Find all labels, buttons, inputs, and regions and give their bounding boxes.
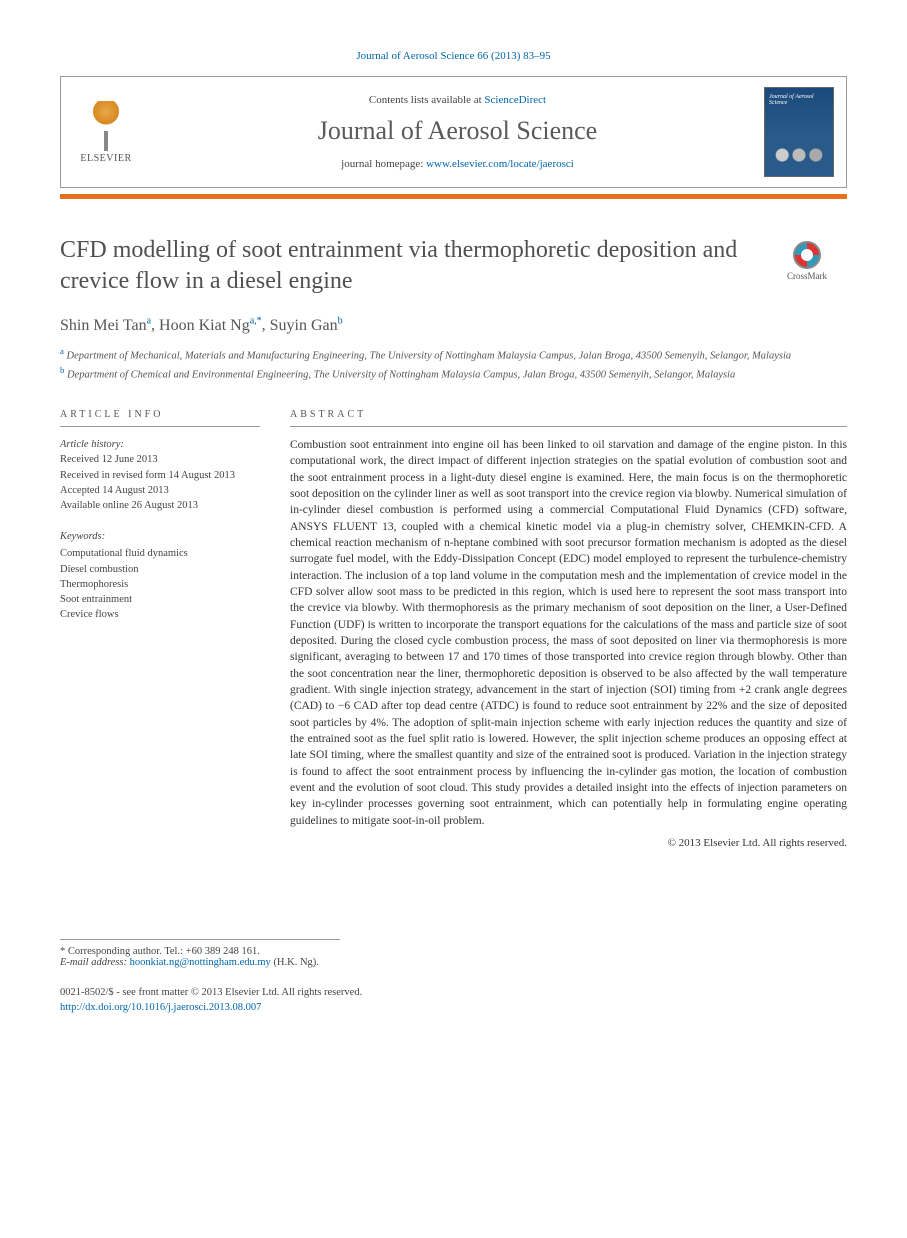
keyword: Crevice flows [60, 607, 260, 622]
publication-footer: 0021-8502/$ - see front matter © 2013 El… [60, 986, 847, 1015]
journal-name: Journal of Aerosol Science [151, 116, 764, 146]
article-info-column: ARTICLE INFO Article history: Received 1… [60, 409, 260, 849]
author-name: Shin Mei Tan [60, 317, 147, 334]
homepage-line: journal homepage: www.elsevier.com/locat… [151, 158, 764, 170]
keyword: Thermophoresis [60, 577, 260, 592]
abstract-column: ABSTRACT Combustion soot entrainment int… [290, 409, 847, 849]
journal-cover-thumbnail[interactable]: Journal of Aerosol Science [764, 87, 834, 177]
abstract-heading: ABSTRACT [290, 409, 847, 427]
crossmark-label: CrossMark [767, 271, 847, 281]
affiliation-text: Department of Mechanical, Materials and … [67, 350, 792, 361]
footnotes: * Corresponding author. Tel.: +60 389 24… [60, 939, 340, 968]
online-date: Available online 26 August 2013 [60, 500, 198, 511]
affiliation-a: a Department of Mechanical, Materials an… [60, 345, 847, 364]
affiliations: a Department of Mechanical, Materials an… [60, 345, 847, 383]
article-history: Article history: Received 12 June 2013 R… [60, 437, 260, 513]
issn-line: 0021-8502/$ - see front matter © 2013 El… [60, 986, 847, 1001]
author-affiliation-mark: a [147, 315, 151, 326]
corresponding-author-note: * Corresponding author. Tel.: +60 389 24… [60, 946, 340, 957]
crossmark-icon [793, 241, 821, 269]
contents-available-line: Contents lists available at ScienceDirec… [151, 94, 764, 106]
abstract-text: Combustion soot entrainment into engine … [290, 437, 847, 829]
author-email-link[interactable]: hoonkiat.ng@nottingham.edu.my [130, 957, 271, 968]
journal-header-box: ELSEVIER Contents lists available at Sci… [60, 76, 847, 188]
affiliation-text: Department of Chemical and Environmental… [67, 369, 735, 380]
author-list: Shin Mei Tana, Hoon Kiat Nga,*, Suyin Ga… [60, 315, 847, 334]
copyright-line: © 2013 Elsevier Ltd. All rights reserved… [290, 837, 847, 849]
history-label: Article history: [60, 439, 124, 450]
keyword: Soot entrainment [60, 592, 260, 607]
article-title: CFD modelling of soot entrainment via th… [60, 235, 747, 297]
email-line: E-mail address: hoonkiat.ng@nottingham.e… [60, 957, 340, 968]
author-name: Suyin Gan [270, 317, 338, 334]
accepted-date: Accepted 14 August 2013 [60, 485, 169, 496]
email-label: E-mail address: [60, 957, 130, 968]
author: Suyin Ganb [270, 317, 343, 334]
keywords-label: Keywords: [60, 529, 260, 544]
affiliation-b: b Department of Chemical and Environment… [60, 364, 847, 383]
elsevier-logo-text: ELSEVIER [71, 153, 141, 164]
keyword: Diesel combustion [60, 562, 260, 577]
elsevier-tree-icon [81, 101, 131, 151]
journal-citation: Journal of Aerosol Science 66 (2013) 83–… [60, 50, 847, 62]
revised-date: Received in revised form 14 August 2013 [60, 470, 235, 481]
cover-title-text: Journal of Aerosol Science [769, 94, 829, 106]
sciencedirect-link[interactable]: ScienceDirect [484, 94, 546, 106]
journal-homepage-link[interactable]: www.elsevier.com/locate/jaerosci [426, 158, 574, 170]
author-affiliation-mark: a,* [250, 315, 262, 326]
email-author-name: (H.K. Ng). [271, 957, 319, 968]
accent-bar [60, 194, 847, 199]
author: Shin Mei Tana [60, 317, 151, 334]
received-date: Received 12 June 2013 [60, 454, 158, 465]
author: Hoon Kiat Nga,* [159, 317, 262, 334]
author-name: Hoon Kiat Ng [159, 317, 250, 334]
crossmark-badge[interactable]: CrossMark [767, 241, 847, 281]
article-info-heading: ARTICLE INFO [60, 409, 260, 427]
homepage-prefix: journal homepage: [341, 158, 426, 170]
keyword: Computational fluid dynamics [60, 546, 260, 561]
author-affiliation-mark: b [338, 315, 343, 326]
contents-prefix: Contents lists available at [369, 94, 484, 106]
doi-link[interactable]: http://dx.doi.org/10.1016/j.jaerosci.201… [60, 1002, 261, 1013]
keywords-block: Keywords: Computational fluid dynamics D… [60, 529, 260, 622]
elsevier-logo[interactable]: ELSEVIER [61, 101, 151, 164]
